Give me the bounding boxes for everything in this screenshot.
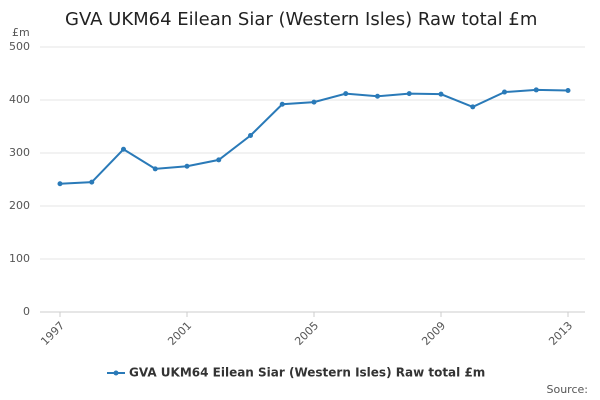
point: [248, 133, 253, 139]
point: [311, 99, 317, 105]
x-tick-label: 2001: [165, 319, 194, 348]
point: [406, 91, 412, 97]
y-tick-label: 300: [9, 146, 30, 159]
x-tick-label: 2005: [292, 319, 321, 348]
point: [152, 166, 158, 172]
y-tick-label: 0: [23, 305, 30, 318]
y-unit: £m: [12, 26, 30, 39]
point: [121, 146, 126, 152]
x-tick-label: 1997: [38, 319, 67, 348]
y-tick-label: 400: [9, 93, 30, 106]
point: [343, 91, 349, 97]
point: [375, 93, 380, 99]
y-tick-label: 200: [9, 199, 30, 212]
source: Source:: [547, 383, 589, 396]
point: [57, 181, 63, 187]
legend-label: GVA UKM64 Eilean Siar (Western Isles) Ra…: [129, 366, 485, 380]
chart-title: GVA UKM64 Eilean Siar (Western Isles) Ra…: [65, 9, 537, 30]
point: [502, 89, 507, 95]
y-tick-label: 500: [9, 40, 30, 53]
point: [470, 104, 476, 110]
point: [184, 163, 190, 169]
x-tick-label: 2013: [546, 319, 575, 348]
point: [89, 179, 95, 185]
x-tick-label: 2009: [419, 319, 448, 348]
point: [279, 101, 285, 107]
point: [565, 87, 571, 93]
legend-marker: [113, 370, 119, 376]
point: [438, 91, 444, 97]
y-tick-label: 100: [9, 252, 30, 265]
point: [216, 157, 222, 163]
point: [533, 87, 539, 93]
